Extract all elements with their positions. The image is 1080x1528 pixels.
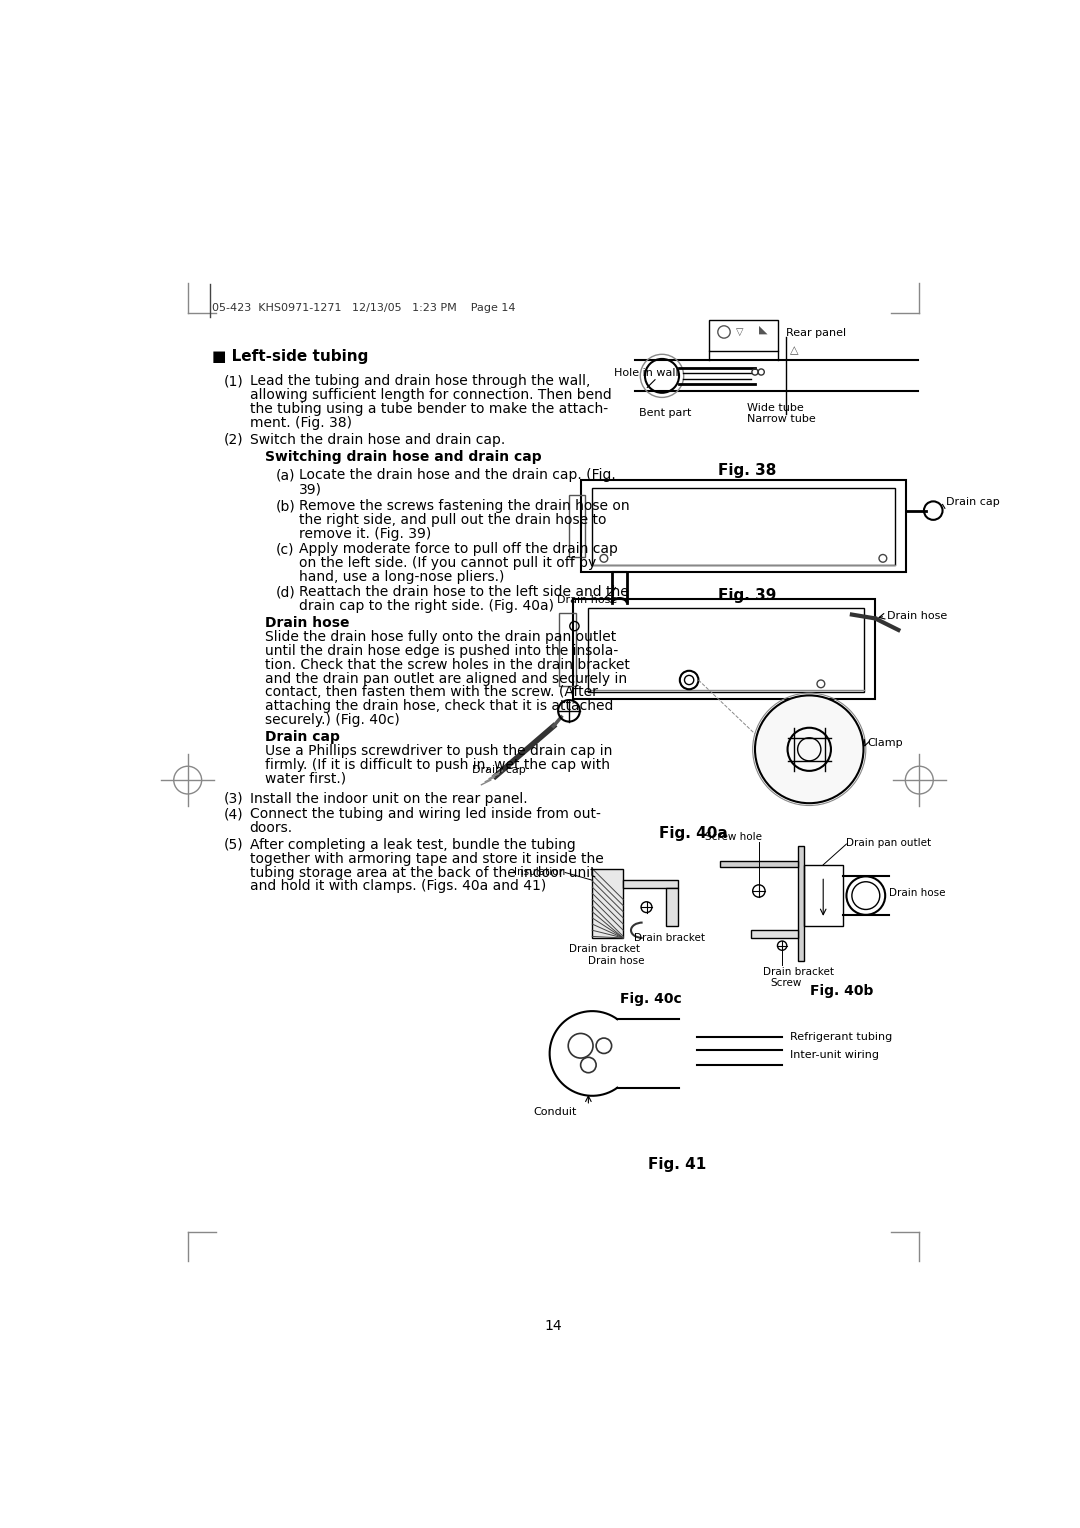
Bar: [804, 865, 842, 926]
Text: Switching drain hose and drain cap: Switching drain hose and drain cap: [266, 449, 542, 465]
Text: Conduit: Conduit: [534, 1108, 577, 1117]
Text: ▽: ▽: [735, 327, 743, 336]
Text: Install the indoor unit on the rear panel.: Install the indoor unit on the rear pane…: [249, 792, 527, 805]
Text: (5): (5): [225, 837, 244, 853]
Text: ment. (Fig. 38): ment. (Fig. 38): [249, 416, 352, 429]
Text: △: △: [789, 345, 798, 354]
Text: Drain hose: Drain hose: [589, 957, 645, 966]
Bar: [592, 868, 623, 938]
Text: Drain hose: Drain hose: [266, 616, 350, 630]
Text: ■ Left-side tubing: ■ Left-side tubing: [213, 348, 369, 364]
Text: Fig. 40b: Fig. 40b: [810, 984, 874, 998]
Text: contact, then fasten them with the screw. (After: contact, then fasten them with the screw…: [266, 686, 598, 700]
Text: Drain bracket: Drain bracket: [569, 944, 640, 953]
Text: (a): (a): [276, 468, 296, 483]
Text: Fig. 40c: Fig. 40c: [620, 992, 681, 1005]
Text: doors.: doors.: [249, 821, 293, 834]
Bar: [751, 931, 798, 938]
Text: Use a Phillips screwdriver to push the drain cap in: Use a Phillips screwdriver to push the d…: [266, 744, 612, 758]
Text: Remove the screws fastening the drain hose on: Remove the screws fastening the drain ho…: [299, 500, 630, 513]
Text: Rear panel: Rear panel: [786, 329, 846, 338]
Text: Reattach the drain hose to the left side and the: Reattach the drain hose to the left side…: [299, 585, 629, 599]
Text: Drain bracket: Drain bracket: [762, 967, 834, 978]
Text: firmly. (If it is difficult to push in, wet the cap with: firmly. (If it is difficult to push in, …: [266, 758, 610, 772]
Text: drain cap to the right side. (Fig. 40a): drain cap to the right side. (Fig. 40a): [299, 599, 554, 613]
Text: (3): (3): [225, 792, 244, 805]
Bar: [798, 845, 804, 961]
Text: Inter-unit wiring: Inter-unit wiring: [789, 1050, 879, 1059]
Bar: [592, 487, 894, 564]
Text: 39): 39): [299, 483, 322, 497]
Bar: [572, 599, 875, 700]
Text: Screw: Screw: [770, 978, 801, 989]
Bar: [581, 480, 906, 571]
Text: and hold it with clamps. (Figs. 40a and 41): and hold it with clamps. (Figs. 40a and …: [249, 880, 546, 894]
Text: 05-423  KHS0971-1271   12/13/05   1:23 PM    Page 14: 05-423 KHS0971-1271 12/13/05 1:23 PM Pag…: [213, 303, 516, 313]
Text: the right side, and pull out the drain hose to: the right side, and pull out the drain h…: [299, 513, 607, 527]
Text: Bent part: Bent part: [638, 408, 691, 419]
Text: Fig. 38: Fig. 38: [718, 463, 777, 478]
Text: tion. Check that the screw holes in the drain bracket: tion. Check that the screw holes in the …: [266, 657, 630, 672]
Text: Narrow tube: Narrow tube: [747, 414, 816, 423]
Text: Switch the drain hose and drain cap.: Switch the drain hose and drain cap.: [249, 432, 505, 446]
Text: hand, use a long-nose pliers.): hand, use a long-nose pliers.): [299, 570, 504, 584]
Text: After completing a leak test, bundle the tubing: After completing a leak test, bundle the…: [249, 837, 576, 853]
Text: (d): (d): [276, 585, 296, 599]
Text: Insulation: Insulation: [514, 866, 565, 877]
Text: Lead the tubing and drain hose through the wall,: Lead the tubing and drain hose through t…: [249, 374, 590, 388]
Text: on the left side. (If you cannot pull it off by: on the left side. (If you cannot pull it…: [299, 556, 596, 570]
Text: Drain hose: Drain hose: [557, 596, 618, 605]
Bar: [569, 495, 584, 556]
Text: Drain hose: Drain hose: [889, 888, 946, 898]
Text: tubing storage area at the back of the indoor unit: tubing storage area at the back of the i…: [249, 865, 595, 880]
Bar: [589, 608, 864, 692]
Text: Apply moderate force to pull off the drain cap: Apply moderate force to pull off the dra…: [299, 542, 618, 556]
Text: and the drain pan outlet are aligned and securely in: and the drain pan outlet are aligned and…: [266, 671, 627, 686]
Text: securely.) (Fig. 40c): securely.) (Fig. 40c): [266, 714, 400, 727]
Text: attaching the drain hose, check that it is attached: attaching the drain hose, check that it …: [266, 700, 613, 714]
Text: Connect the tubing and wiring led inside from out-: Connect the tubing and wiring led inside…: [249, 807, 600, 821]
Text: Drain pan outlet: Drain pan outlet: [847, 837, 932, 848]
Text: the tubing using a tube bender to make the attach-: the tubing using a tube bender to make t…: [249, 402, 608, 416]
Text: water first.): water first.): [266, 772, 347, 785]
Text: remove it. (Fig. 39): remove it. (Fig. 39): [299, 527, 432, 541]
Text: Hole in wall: Hole in wall: [613, 368, 678, 377]
Text: ◣: ◣: [759, 324, 768, 335]
Text: Screw hole: Screw hole: [704, 831, 761, 842]
Text: Clamp: Clamp: [867, 738, 903, 747]
Text: Fig. 41: Fig. 41: [648, 1157, 706, 1172]
Text: Slide the drain hose fully onto the drain pan outlet: Slide the drain hose fully onto the drai…: [266, 630, 617, 643]
Bar: [666, 888, 677, 926]
Text: Wide tube: Wide tube: [747, 403, 804, 413]
Bar: [708, 321, 779, 351]
Text: (4): (4): [225, 807, 244, 821]
Circle shape: [755, 695, 864, 804]
Text: Drain cap: Drain cap: [472, 764, 526, 775]
Text: Fig. 40a: Fig. 40a: [659, 827, 727, 842]
Text: until the drain hose edge is pushed into the insola-: until the drain hose edge is pushed into…: [266, 643, 619, 659]
Text: (2): (2): [225, 432, 244, 446]
Text: Drain hose: Drain hose: [887, 611, 947, 620]
Text: 14: 14: [544, 1319, 563, 1332]
Text: allowing sufficient length for connection. Then bend: allowing sufficient length for connectio…: [249, 388, 611, 402]
Text: Drain bracket: Drain bracket: [634, 932, 704, 943]
Text: (b): (b): [276, 500, 296, 513]
Text: (c): (c): [276, 542, 295, 556]
Text: (1): (1): [225, 374, 244, 388]
Text: Locate the drain hose and the drain cap. (Fig.: Locate the drain hose and the drain cap.…: [299, 468, 616, 483]
Text: together with armoring tape and store it inside the: together with armoring tape and store it…: [249, 851, 604, 866]
Text: Drain cap: Drain cap: [266, 730, 340, 744]
Bar: [559, 613, 576, 686]
Bar: [623, 880, 677, 888]
Text: Fig. 39: Fig. 39: [718, 588, 777, 602]
Bar: [720, 860, 798, 866]
Text: Drain cap: Drain cap: [946, 497, 1000, 507]
Text: Refrigerant tubing: Refrigerant tubing: [789, 1031, 892, 1042]
